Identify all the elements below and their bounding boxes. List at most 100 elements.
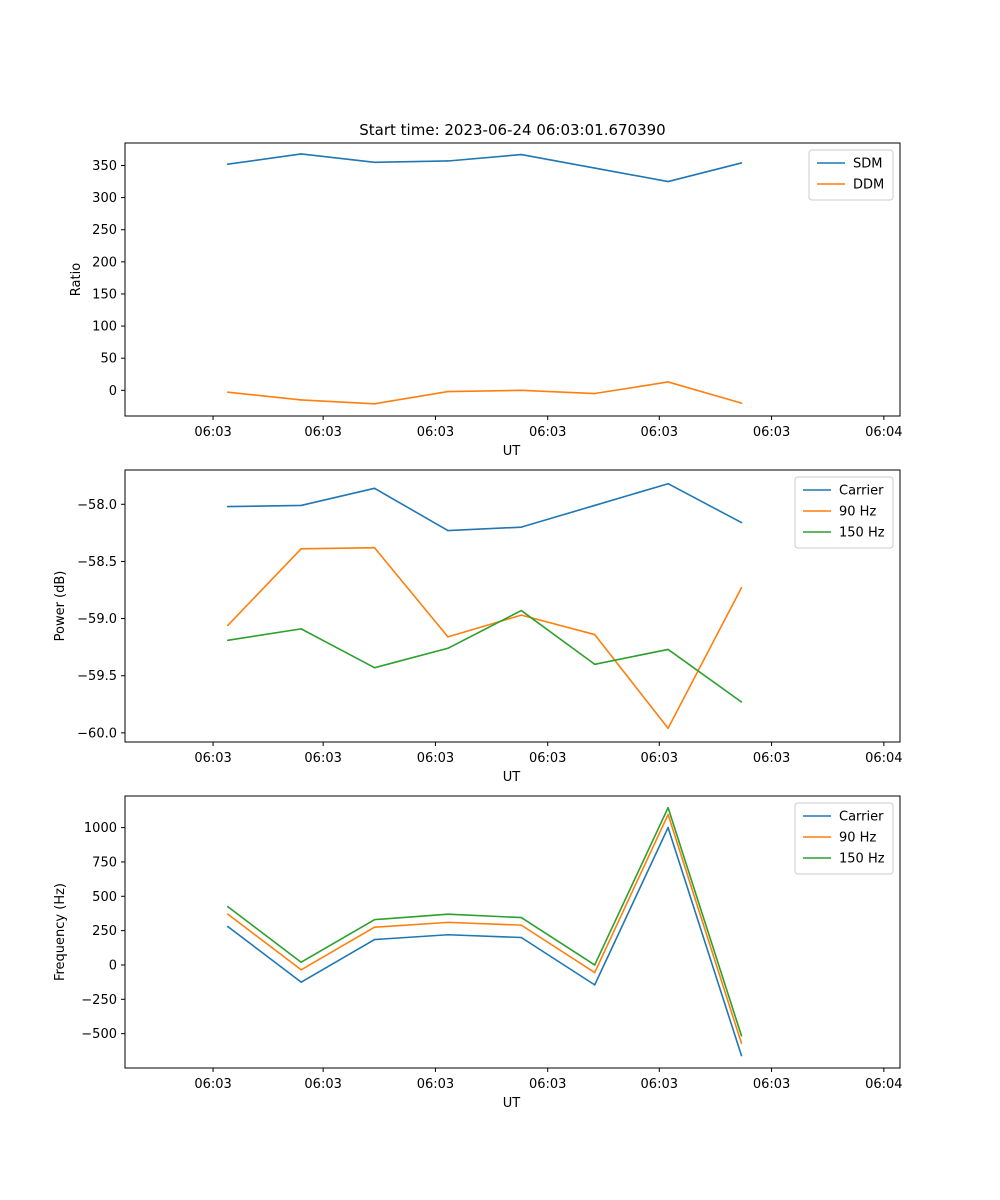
legend-label: Carrier: [839, 810, 884, 825]
legend-label: Carrier: [839, 484, 884, 499]
data-point: [373, 926, 376, 928]
chart-panel-2: 06:03 06:03 06:03 06:03 06:03 06:03 06:04 −60.0…: [53, 469, 903, 785]
data-point: [520, 936, 523, 939]
data-point: [300, 504, 302, 507]
data-point: [226, 925, 229, 928]
data-point: [226, 391, 229, 394]
data-point: [740, 701, 743, 703]
data-point: [226, 913, 229, 915]
y-tick-label: −59.0: [77, 612, 117, 627]
data-point: [373, 666, 376, 669]
x-tick-label: 06:03: [753, 751, 790, 766]
data-point: [373, 161, 376, 164]
legend-label: SDM: [853, 157, 882, 172]
plot-frame: [124, 795, 901, 1069]
y-tick-label: 200: [92, 255, 117, 270]
data-point: [667, 806, 669, 809]
data-point: [300, 968, 302, 971]
x-tick-label: 06:03: [194, 751, 231, 766]
legend-label: 90 Hz: [839, 831, 876, 846]
data-point: [447, 529, 449, 532]
data-point: [373, 402, 376, 405]
data-point: [593, 663, 596, 666]
data-point: [447, 160, 449, 162]
data-point: [373, 487, 376, 490]
x-axis-label: UT: [503, 1096, 521, 1111]
data-point: [447, 647, 449, 650]
data-point: [447, 636, 449, 638]
data-point: [300, 981, 302, 983]
data-point: [447, 390, 449, 393]
y-tick-label: 250: [92, 924, 117, 939]
data-point: [593, 971, 596, 974]
series-line-ddm: [227, 381, 742, 405]
data-point: [667, 813, 669, 816]
x-tick-label: 06:03: [529, 1077, 566, 1092]
x-tick-label: 06:03: [529, 751, 566, 766]
data-point: [520, 526, 523, 528]
y-tick-label: −58.0: [77, 498, 117, 513]
y-tick-label: −500: [81, 1027, 117, 1042]
legend: SDM DDM: [808, 149, 894, 201]
y-tick-label: 250: [92, 223, 117, 238]
data-point: [226, 905, 229, 908]
x-axis-label: UT: [503, 444, 521, 459]
y-tick-label: 150: [92, 287, 117, 302]
data-point: [740, 402, 743, 404]
y-axis-label: Power (dB): [53, 571, 68, 642]
data-point: [593, 167, 596, 169]
data-point: [740, 521, 743, 524]
x-tick-label: 06:03: [641, 1077, 678, 1092]
data-point: [300, 399, 302, 401]
data-point: [300, 961, 302, 964]
y-tick-label: 50: [100, 352, 117, 367]
y-tick-label: 350: [92, 159, 117, 174]
y-tick-label: −58.5: [77, 555, 117, 570]
data-point: [226, 639, 229, 642]
data-point: [373, 918, 376, 921]
legend-box: [794, 802, 894, 875]
y-tick-label: 1000: [84, 821, 117, 836]
data-point: [520, 916, 523, 919]
data-point: [300, 153, 302, 155]
x-tick-label: 06:03: [194, 1077, 231, 1092]
x-tick-label: 06:03: [529, 425, 566, 440]
chart-panel-3: 06:03 06:03 06:03 06:03 06:03 06:03 06:04 −500 −…: [53, 795, 903, 1111]
data-point: [667, 648, 669, 651]
data-point: [593, 633, 596, 636]
series-line-150-hz: [227, 609, 742, 703]
series-line-90-hz: [227, 546, 743, 730]
series-line-carrier: [227, 482, 742, 532]
series-line-carrier: [227, 826, 743, 1056]
data-point: [740, 1054, 743, 1057]
y-tick-label: 750: [92, 855, 117, 870]
x-tick-label: 06:03: [304, 751, 341, 766]
data-point: [667, 180, 669, 183]
data-point: [520, 389, 523, 392]
data-point: [593, 964, 596, 966]
x-tick-label: 06:03: [417, 425, 454, 440]
plot-frame: [124, 142, 901, 417]
data-point: [740, 162, 743, 164]
x-tick-label: 06:03: [304, 425, 341, 440]
y-tick-label: −250: [81, 993, 117, 1008]
data-point: [667, 727, 669, 730]
data-point: [447, 933, 449, 936]
data-point: [520, 924, 523, 926]
x-tick-label: 06:03: [753, 1077, 790, 1092]
x-tick-label: 06:03: [304, 1077, 341, 1092]
data-point: [226, 505, 229, 508]
data-point: [520, 609, 523, 612]
x-tick-label: 06:04: [865, 1077, 902, 1092]
x-tick-label: 06:04: [865, 751, 902, 766]
data-point: [740, 1042, 743, 1045]
legend-box: [794, 476, 894, 549]
chart-panel-1: 06:03 06:03 06:03 06:03 06:03 06:03 06:04 0 50 10…: [69, 121, 903, 459]
data-point: [520, 614, 523, 616]
x-axis-label: UT: [503, 770, 521, 785]
data-point: [667, 381, 669, 383]
plot-frame: [124, 469, 901, 743]
legend: Carrier 90 Hz 150 Hz: [794, 802, 894, 875]
y-tick-label: 0: [109, 958, 117, 973]
